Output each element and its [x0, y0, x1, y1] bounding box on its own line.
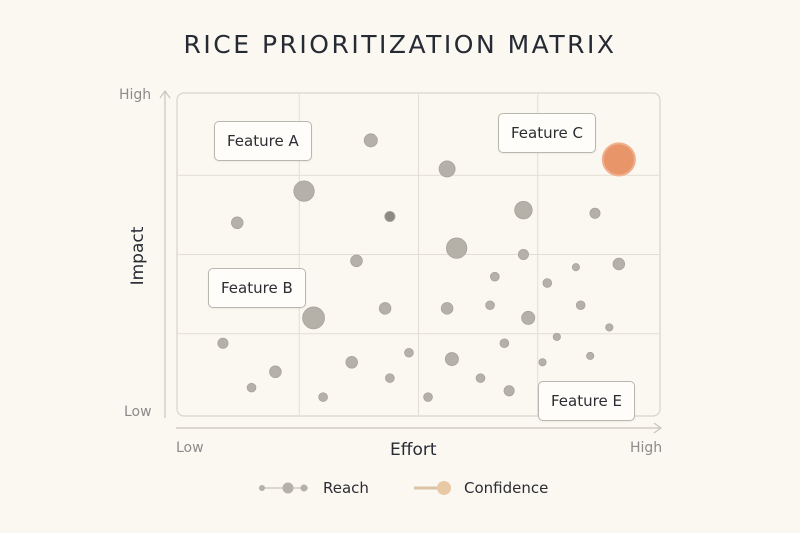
data-point-15	[571, 263, 580, 272]
data-point-14	[542, 278, 553, 288]
data-point-22	[605, 323, 614, 332]
data-point-34	[246, 382, 257, 393]
data-point-12	[517, 248, 529, 261]
y-tick-low: Low	[124, 404, 152, 420]
data-point-4	[363, 133, 378, 148]
data-point-8	[231, 216, 244, 230]
y-tick-high: High	[119, 87, 152, 103]
data-point-36	[318, 392, 328, 402]
size-scale-icon	[259, 482, 308, 494]
data-point-26	[404, 347, 414, 358]
data-point-5	[438, 160, 456, 178]
callout-feature-e: Feature E	[538, 381, 635, 421]
x-axis-title: Effort	[390, 440, 437, 460]
data-point-11	[350, 254, 363, 268]
data-point-21	[575, 300, 586, 310]
data-point-19	[485, 300, 495, 310]
data-point-6	[514, 200, 533, 220]
legend-reach-label: Reach	[323, 479, 369, 497]
data-points	[217, 133, 636, 402]
data-point-37	[423, 392, 433, 402]
data-point-30	[586, 351, 595, 360]
data-point-24	[217, 337, 229, 349]
data-point-16	[612, 257, 626, 271]
data-point-highlighted	[601, 142, 636, 177]
data-point-29	[269, 365, 282, 379]
data-point-17	[378, 302, 392, 315]
callout-feature-a: Feature A	[214, 121, 312, 161]
callout-feature-c: Feature C	[498, 113, 596, 153]
axis-arrows	[159, 89, 663, 434]
data-point-7	[589, 207, 601, 219]
x-tick-low: Low	[176, 440, 204, 456]
chart-title: RICE PRIORITIZATION MATRIX	[183, 30, 617, 59]
data-point-2	[293, 180, 315, 202]
legend-confidence-label: Confidence	[464, 479, 549, 497]
data-point-35	[503, 385, 515, 397]
data-point-3	[302, 306, 325, 330]
data-point-33	[475, 373, 486, 383]
x-tick-high: High	[630, 440, 663, 456]
data-point-32	[385, 373, 395, 383]
data-point-20	[521, 310, 536, 325]
data-point-23	[552, 332, 561, 341]
callout-feature-b: Feature B	[208, 268, 306, 308]
data-point-28	[444, 352, 459, 367]
data-point-13	[490, 271, 500, 282]
data-point-27	[345, 356, 358, 369]
data-point-25	[499, 338, 510, 349]
data-point-9	[384, 210, 396, 222]
color-scale-icon	[414, 481, 451, 495]
data-point-18	[440, 302, 454, 315]
data-point-31	[538, 358, 547, 367]
grid-lines	[178, 94, 659, 415]
data-point-10	[446, 237, 468, 259]
